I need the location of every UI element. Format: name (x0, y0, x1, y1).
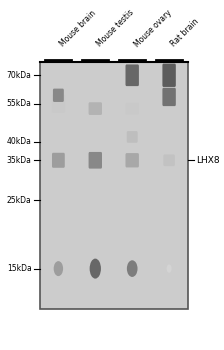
Ellipse shape (167, 265, 172, 273)
FancyBboxPatch shape (162, 64, 176, 87)
Text: Rat brain: Rat brain (169, 17, 200, 49)
Text: Mouse brain: Mouse brain (58, 9, 98, 49)
Text: Mouse ovary: Mouse ovary (132, 8, 173, 49)
Ellipse shape (90, 259, 101, 279)
FancyBboxPatch shape (127, 131, 138, 143)
Ellipse shape (54, 261, 63, 276)
FancyBboxPatch shape (52, 153, 65, 168)
FancyBboxPatch shape (52, 94, 65, 113)
FancyBboxPatch shape (163, 154, 175, 166)
FancyBboxPatch shape (88, 102, 102, 115)
FancyBboxPatch shape (40, 62, 187, 309)
Text: 40kDa: 40kDa (7, 138, 32, 146)
Text: Mouse testis: Mouse testis (95, 8, 136, 49)
FancyBboxPatch shape (88, 152, 102, 169)
Text: 55kDa: 55kDa (7, 99, 32, 108)
FancyBboxPatch shape (125, 64, 139, 86)
FancyBboxPatch shape (53, 89, 64, 102)
Text: LHX8: LHX8 (196, 156, 220, 165)
Ellipse shape (127, 260, 138, 277)
Text: 70kDa: 70kDa (7, 71, 32, 80)
Text: 15kDa: 15kDa (7, 264, 32, 273)
FancyBboxPatch shape (125, 153, 139, 167)
Text: 25kDa: 25kDa (7, 196, 32, 205)
FancyBboxPatch shape (125, 103, 139, 114)
FancyBboxPatch shape (162, 88, 176, 106)
Text: 35kDa: 35kDa (7, 156, 32, 165)
